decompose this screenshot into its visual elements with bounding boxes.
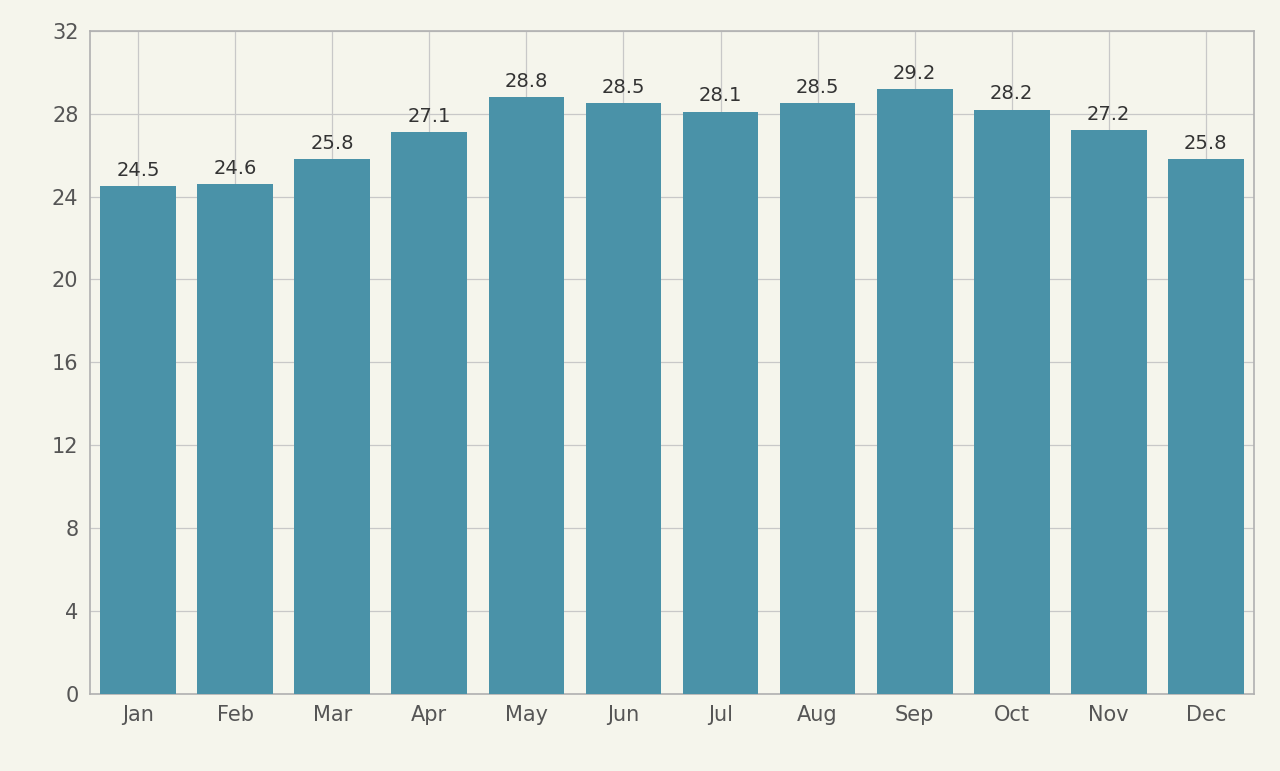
Text: 28.1: 28.1 [699,86,742,106]
Text: 28.5: 28.5 [602,78,645,97]
Bar [780,103,855,694]
Bar [489,97,564,694]
Text: 25.8: 25.8 [311,134,355,153]
Bar [100,187,175,694]
Text: 28.5: 28.5 [796,78,840,97]
Bar [392,133,467,694]
Bar [586,103,662,694]
Text: 28.8: 28.8 [504,72,548,91]
Bar [877,89,952,694]
Bar [1169,160,1244,694]
Bar [974,109,1050,694]
Text: 28.2: 28.2 [989,84,1033,103]
Text: 27.1: 27.1 [407,107,451,126]
Text: 29.2: 29.2 [893,64,937,82]
Bar [197,184,273,694]
Text: 24.6: 24.6 [214,159,257,178]
Text: 25.8: 25.8 [1184,134,1228,153]
Text: 24.5: 24.5 [116,161,160,180]
Bar [1071,130,1147,694]
Bar [682,112,758,694]
Text: 27.2: 27.2 [1087,105,1130,124]
Bar [294,160,370,694]
